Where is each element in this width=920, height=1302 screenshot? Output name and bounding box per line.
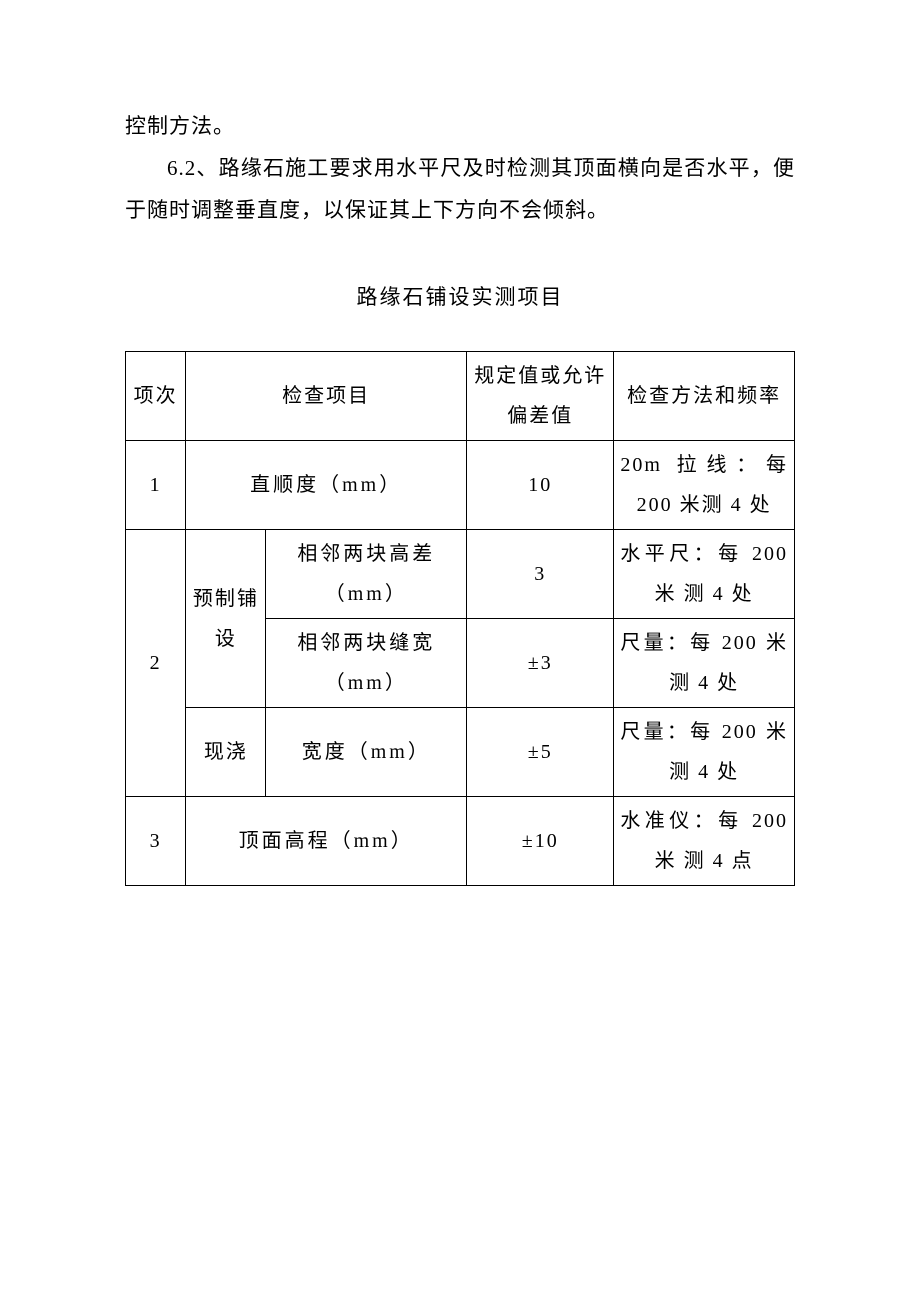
header-method: 检查方法和频率 <box>614 352 795 441</box>
table-row: 现浇 宽度（mm） ±5 尺量：每 200 米 测 4 处 <box>126 708 795 797</box>
paragraph-1: 控制方法。 <box>125 105 795 147</box>
cell-item: 相邻两块缝宽（mm） <box>266 619 467 708</box>
cell-method: 水准仪：每 200 米 测 4 点 <box>614 797 795 886</box>
table-header-row: 项次 检查项目 规定值或允许偏差值 检查方法和频率 <box>126 352 795 441</box>
cell-value: 10 <box>467 441 614 530</box>
cell-subcat: 现浇 <box>186 708 266 797</box>
cell-method: 水平尺：每 200 米 测 4 处 <box>614 530 795 619</box>
header-num: 项次 <box>126 352 186 441</box>
cell-value: 3 <box>467 530 614 619</box>
table-title: 路缘石铺设实测项目 <box>125 281 795 311</box>
cell-value: ±5 <box>467 708 614 797</box>
cell-item: 直顺度（mm） <box>186 441 467 530</box>
cell-item: 相邻两块高差（mm） <box>266 530 467 619</box>
header-item: 检查项目 <box>186 352 467 441</box>
cell-method: 20m 拉线：每 200 米测 4 处 <box>614 441 795 530</box>
paragraph-2: 6.2、路缘石施工要求用水平尺及时检测其顶面横向是否水平，便于随时调整垂直度，以… <box>125 147 795 231</box>
cell-value: ±10 <box>467 797 614 886</box>
cell-item: 宽度（mm） <box>266 708 467 797</box>
table-row: 1 直顺度（mm） 10 20m 拉线：每 200 米测 4 处 <box>126 441 795 530</box>
cell-value: ±3 <box>467 619 614 708</box>
header-value: 规定值或允许偏差值 <box>467 352 614 441</box>
cell-method: 尺量：每 200 米 测 4 处 <box>614 619 795 708</box>
cell-num: 3 <box>126 797 186 886</box>
cell-subcat: 预制铺设 <box>186 530 266 708</box>
cell-num: 2 <box>126 530 186 797</box>
cell-item: 顶面高程（mm） <box>186 797 467 886</box>
cell-method: 尺量：每 200 米 测 4 处 <box>614 708 795 797</box>
table-row: 2 预制铺设 相邻两块高差（mm） 3 水平尺：每 200 米 测 4 处 <box>126 530 795 619</box>
cell-num: 1 <box>126 441 186 530</box>
inspection-table: 项次 检查项目 规定值或允许偏差值 检查方法和频率 1 直顺度（mm） 10 2… <box>125 351 795 886</box>
table-row: 3 顶面高程（mm） ±10 水准仪：每 200 米 测 4 点 <box>126 797 795 886</box>
